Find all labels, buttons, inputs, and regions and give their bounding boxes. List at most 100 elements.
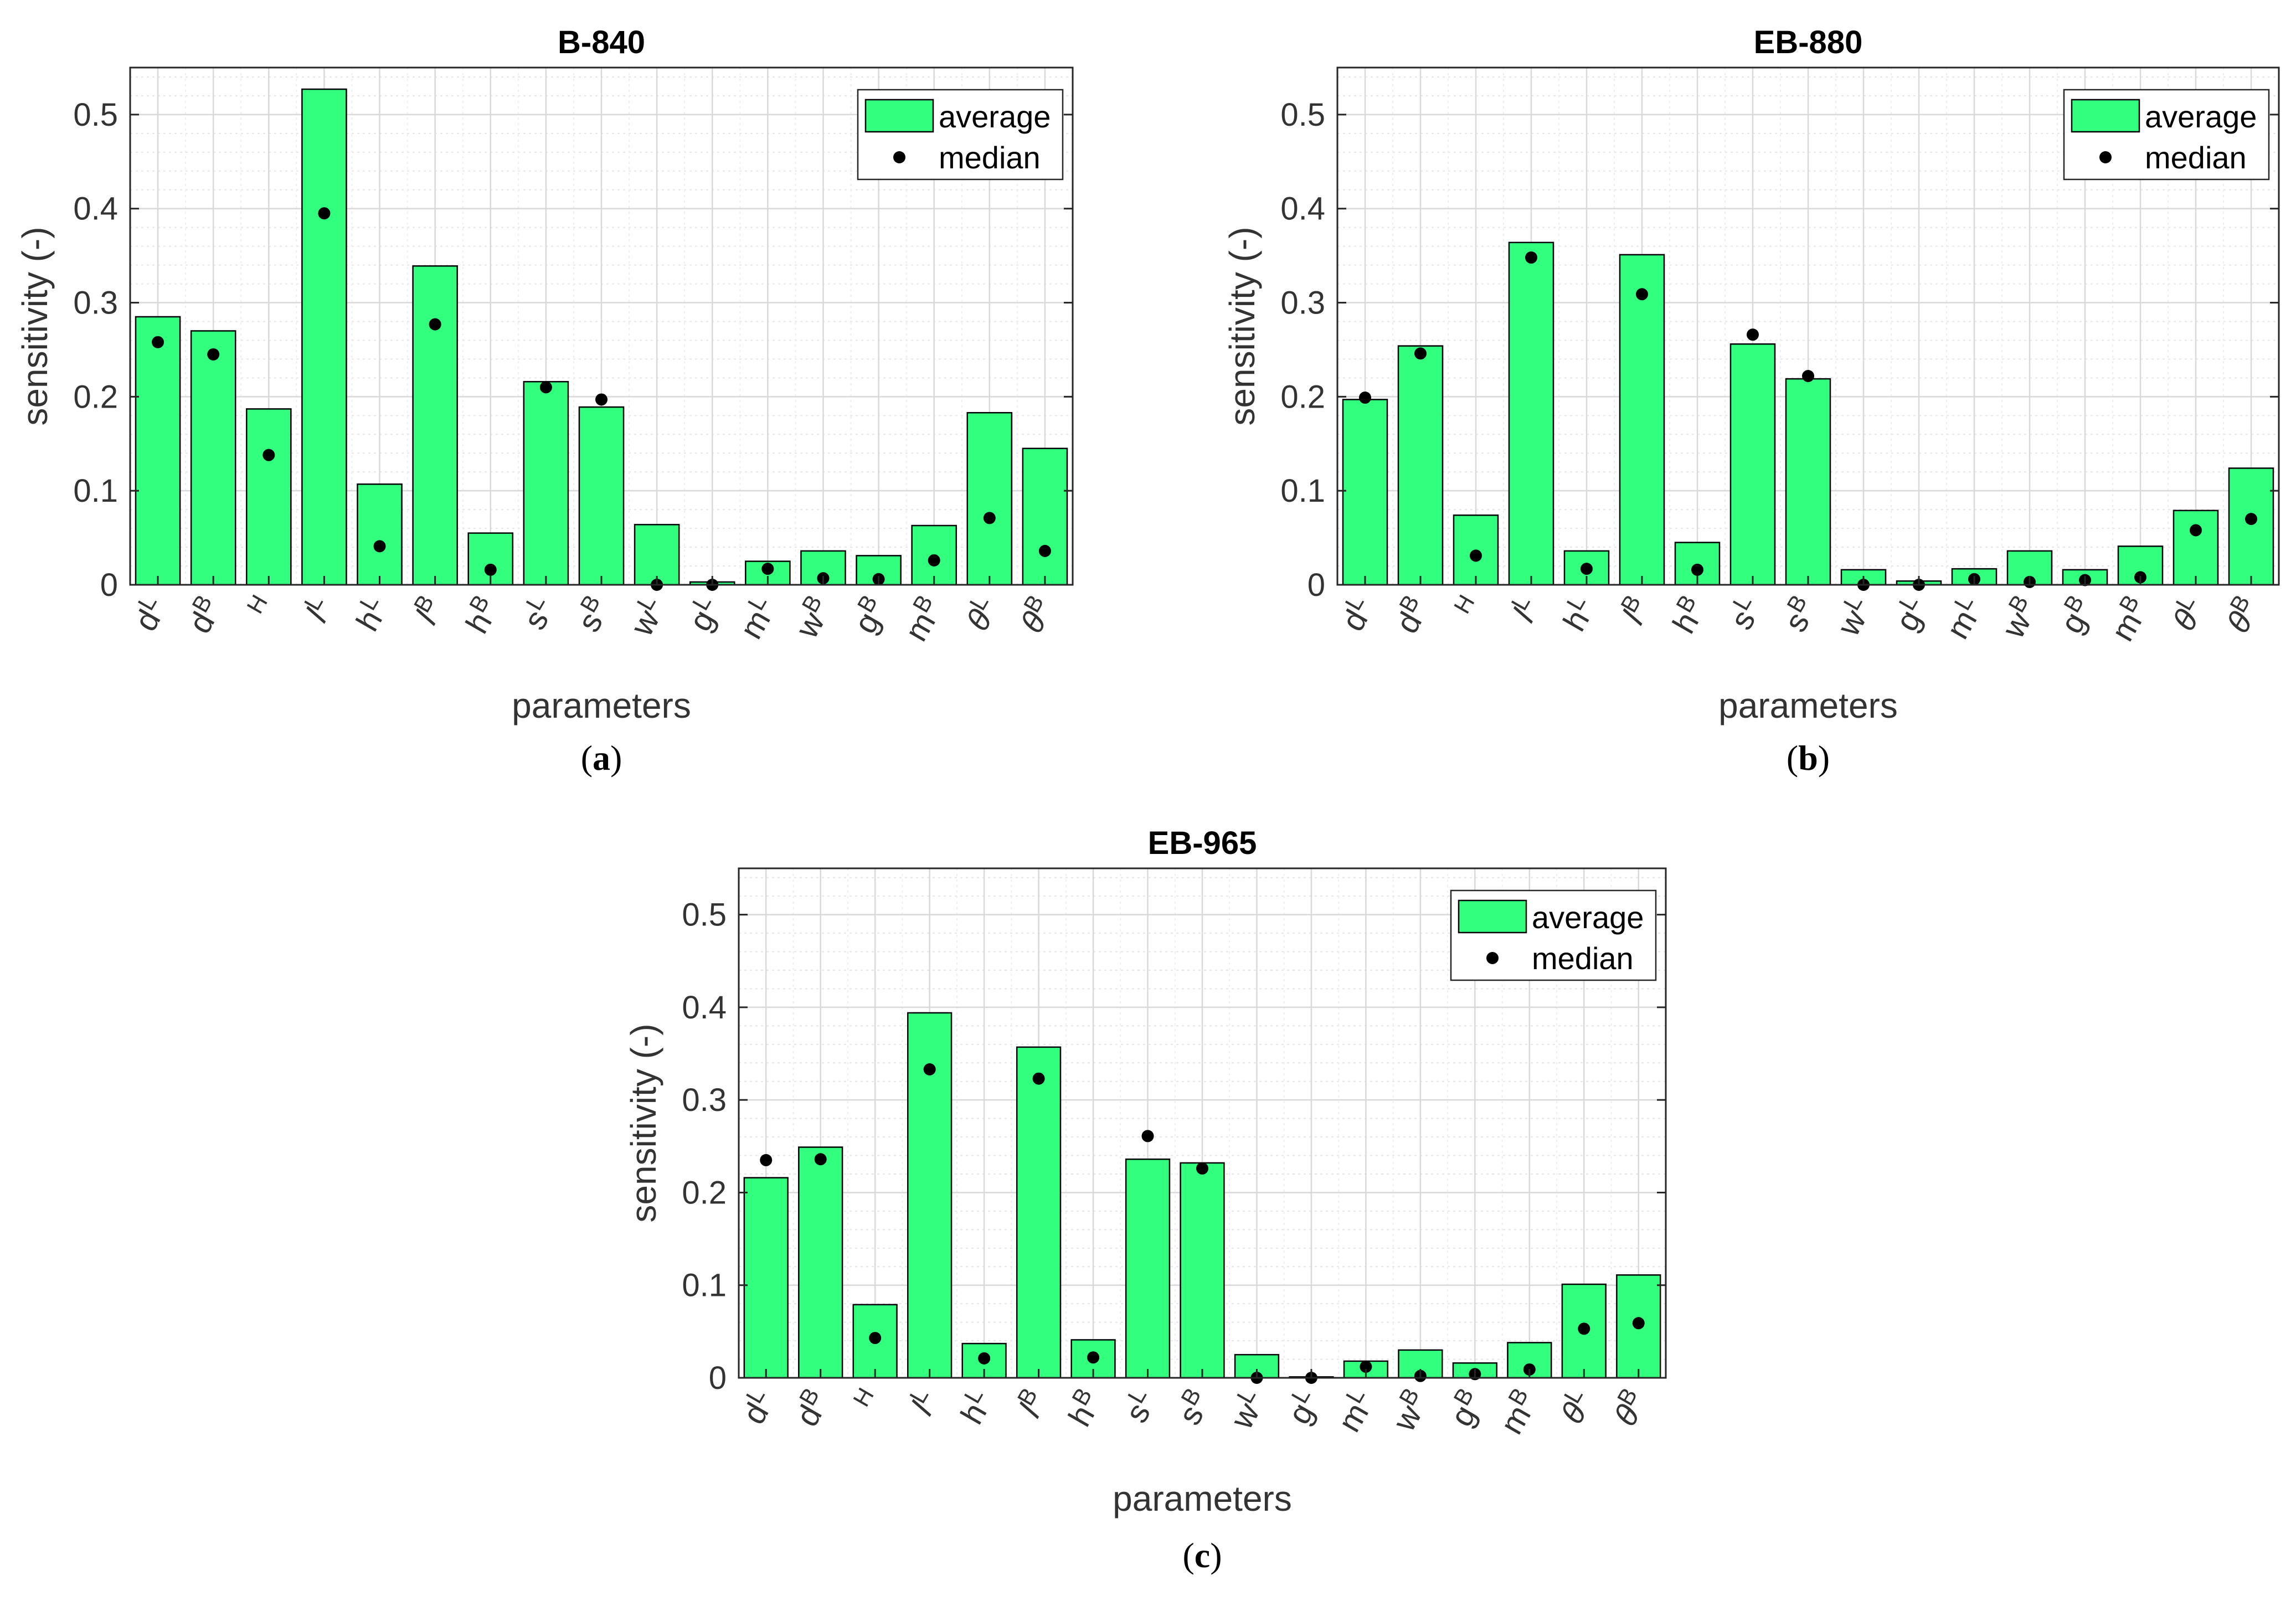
chart-title: EB-965 [1148, 825, 1257, 861]
median-dot-sL [1141, 1130, 1154, 1142]
legend-label-median: median [2145, 140, 2247, 175]
x-tick-label-gL: gL [678, 590, 728, 637]
median-dot-hL [373, 540, 386, 553]
median-dot-θL [2190, 524, 2202, 537]
y-tick-label: 0.3 [1280, 285, 1325, 321]
x-tick-label-sB: sB [1168, 1383, 1219, 1431]
median-dot-θB [1632, 1317, 1645, 1330]
legend-swatch-median [1486, 952, 1499, 964]
x-tick-label-θB: θB [1010, 590, 1061, 639]
median-dot-dB [814, 1153, 827, 1166]
y-tick-label: 0.5 [682, 897, 727, 933]
legend: average median [1450, 889, 1657, 981]
x-tick-label-wL: wL [1219, 1383, 1273, 1435]
median-dot-lB [1032, 1072, 1045, 1085]
median-dot-dB [1414, 347, 1427, 360]
median-dot-lB [1636, 288, 1648, 301]
x-tick-label-θB: θB [2216, 590, 2267, 639]
median-dot-mL [1360, 1360, 1372, 1373]
bar-sL [1125, 1158, 1171, 1379]
y-tick-label: 0.2 [1280, 379, 1325, 415]
x-tick-label-wB: wB [1382, 1383, 1437, 1438]
x-tick-label-dL: dL [123, 590, 174, 637]
x-tick-label-H: H [241, 590, 272, 618]
y-tick-label: 0.5 [73, 97, 118, 133]
bar-sB [1785, 378, 1831, 586]
chart-title: B-840 [558, 24, 645, 60]
median-dot-lL [318, 207, 331, 220]
y-tick-label: 0.1 [1280, 473, 1325, 509]
bar-lB [412, 265, 458, 586]
x-tick-label-lB: lB [1008, 1383, 1055, 1423]
bar-dL [743, 1177, 789, 1379]
median-dot-hB [484, 563, 497, 576]
y-tick-label: 0.3 [73, 285, 118, 321]
median-dot-H [1470, 549, 1482, 562]
x-tick-label-mB: mB [1490, 1383, 1546, 1440]
x-tick-label-H: H [1449, 590, 1480, 618]
x-tick-label-θL: θL [955, 590, 1006, 637]
bar-wL [634, 524, 680, 586]
bar-sB [578, 406, 625, 586]
legend-label-median: median [939, 140, 1041, 175]
median-dot-sB [1196, 1162, 1208, 1175]
x-tick-label-gB: gB [1439, 1383, 1491, 1433]
x-tick-label-lB: lB [405, 590, 451, 630]
median-dot-dL [760, 1154, 773, 1166]
x-tick-label-θL: θL [2162, 590, 2212, 637]
legend-label-average: average [939, 99, 1051, 134]
bar-sL [523, 380, 569, 586]
median-dot-H [869, 1332, 882, 1345]
bar-lB [1016, 1046, 1062, 1379]
x-tick-label-gL: gL [1277, 1383, 1327, 1430]
x-tick-label-θL: θL [1550, 1383, 1600, 1430]
median-dot-θB [1038, 544, 1051, 557]
bar-lB [1619, 254, 1665, 586]
median-dot-θB [2245, 513, 2257, 526]
median-dot-mB [928, 554, 940, 567]
legend: average median [857, 89, 1064, 181]
subfigure-caption: (b) [1787, 738, 1830, 778]
bar-dL [1342, 399, 1388, 586]
chart-title: EB-880 [1754, 24, 1863, 60]
x-tick-label-lL: lL [1502, 590, 1547, 628]
x-tick-label-dL: dL [732, 1383, 782, 1430]
median-dot-dL [1359, 392, 1371, 404]
x-tick-label-mB: mB [2101, 590, 2156, 647]
legend-swatch-average [1458, 899, 1527, 934]
bar-dB [1397, 345, 1444, 586]
x-tick-label-lB: lB [1612, 590, 1659, 630]
y-tick-label: 0.2 [73, 379, 118, 415]
x-tick-label-sL: sL [513, 590, 562, 636]
legend-swatch-median [893, 151, 905, 163]
x-tick-label-sB: sB [1774, 590, 1825, 638]
x-tick-label-wB: wB [785, 590, 840, 645]
y-tick-label: 0.1 [73, 473, 118, 509]
x-tick-label-gB: gB [843, 590, 894, 640]
x-tick-label-dB: dB [178, 590, 229, 640]
x-tick-label-wL: wL [1826, 590, 1880, 642]
y-tick-label: 0.5 [1280, 97, 1325, 133]
bar-sL [1729, 343, 1776, 586]
x-tick-label-mL: mL [729, 590, 784, 645]
x-axis-label: parameters [1113, 1479, 1292, 1518]
y-tick-label: 0.3 [682, 1082, 727, 1118]
legend-label-median: median [1532, 941, 1634, 976]
median-dot-θL [1578, 1322, 1590, 1335]
median-dot-hL [978, 1352, 991, 1365]
x-tick-label-gB: gB [2050, 590, 2101, 640]
bar-dL [135, 316, 181, 586]
x-tick-label-wB: wB [1991, 590, 2046, 645]
median-dot-mL [761, 563, 774, 575]
legend-label-average: average [2145, 99, 2257, 134]
x-tick-label-sL: sL [1114, 1383, 1164, 1429]
y-tick-label: 0.1 [682, 1268, 727, 1304]
x-tick-label-hL: hL [950, 1383, 1000, 1430]
median-dot-sL [539, 381, 552, 394]
x-tick-label-dL: dL [1331, 590, 1381, 637]
x-tick-label-hB: hB [1662, 590, 1713, 640]
y-tick-label: 0 [709, 1360, 727, 1396]
y-tick-label: 0.4 [682, 990, 727, 1026]
